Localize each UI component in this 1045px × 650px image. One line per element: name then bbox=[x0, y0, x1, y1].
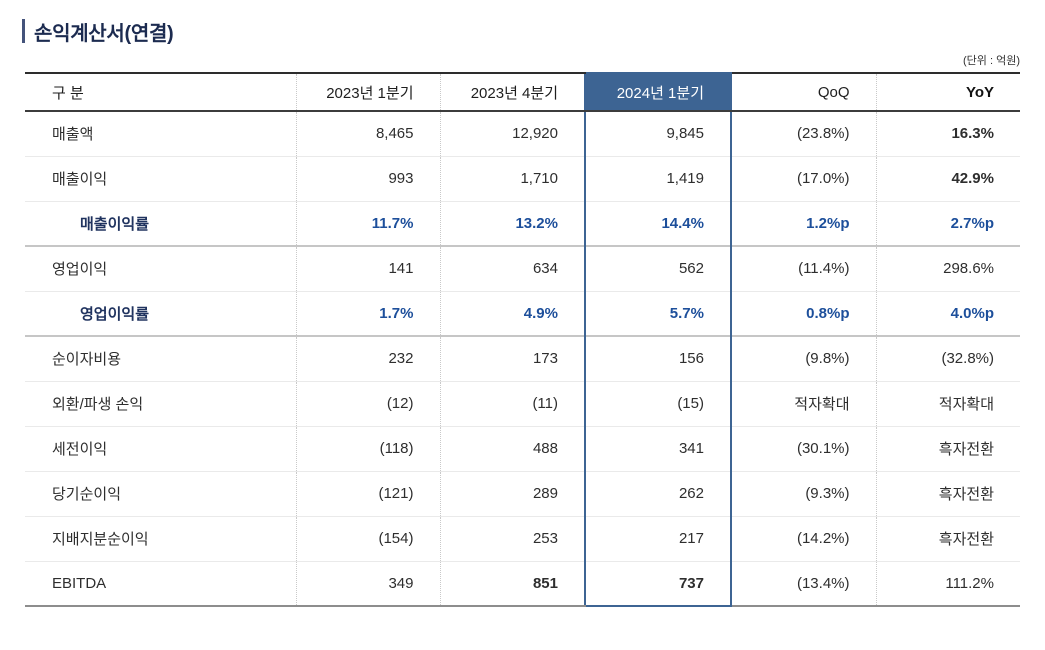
table-row-gross-margin: 매출이익률 11.7% 13.2% 14.4% 1.2%p 2.7%p bbox=[25, 200, 1020, 246]
table-row-controlling-interest-net-income: 지배지분순이익 (154) 253 217 (14.2%) 흑자전환 bbox=[25, 515, 1020, 561]
cell-2023q4: 1,710 bbox=[439, 155, 585, 201]
row-label: 매출이익 bbox=[25, 155, 296, 201]
row-label: 순이자비용 bbox=[25, 335, 296, 381]
cell-2024q1: 217 bbox=[584, 515, 732, 561]
table-header-row: 구 분 2023년 1분기 2023년 4분기 2024년 1분기 QoQ Yo… bbox=[25, 72, 1020, 112]
table-row-operating-profit: 영업이익 141 634 562 (11.4%) 298.6% bbox=[25, 245, 1020, 291]
row-label: 영업이익률 bbox=[25, 290, 296, 336]
cell-yoy: 흑자전환 bbox=[875, 470, 1020, 516]
row-label: 영업이익 bbox=[25, 245, 296, 291]
cell-2023q4: 851 bbox=[439, 560, 585, 607]
row-label: 매출이익률 bbox=[25, 200, 296, 246]
cell-2023q4: 289 bbox=[439, 470, 585, 516]
cell-2024q1: 5.7% bbox=[584, 290, 732, 336]
cell-yoy: 298.6% bbox=[875, 245, 1020, 291]
cell-qoq: 적자확대 bbox=[731, 380, 876, 426]
cell-qoq: (17.0%) bbox=[731, 155, 876, 201]
income-statement-table: 구 분 2023년 1분기 2023년 4분기 2024년 1분기 QoQ Yo… bbox=[25, 72, 1020, 607]
column-header-qoq: QoQ bbox=[731, 72, 876, 112]
cell-2023q4: 12,920 bbox=[439, 111, 585, 156]
cell-2023q4: 488 bbox=[439, 425, 585, 471]
page-title-block: 손익계산서(연결) bbox=[22, 17, 1045, 45]
row-label: 외환/파생 손익 bbox=[25, 380, 296, 426]
cell-qoq: 0.8%p bbox=[731, 290, 876, 336]
cell-qoq: (13.4%) bbox=[731, 560, 876, 607]
cell-2024q1: 737 bbox=[584, 560, 732, 607]
cell-qoq: (11.4%) bbox=[731, 245, 876, 291]
table-row-fx-derivatives: 외환/파생 손익 (12) (11) (15) 적자확대 적자확대 bbox=[25, 380, 1020, 426]
cell-2023q1: 993 bbox=[295, 155, 440, 201]
column-header-yoy: YoY bbox=[875, 72, 1020, 112]
table-row-net-income: 당기순이익 (121) 289 262 (9.3%) 흑자전환 bbox=[25, 470, 1020, 516]
table-row-gross-profit: 매출이익 993 1,710 1,419 (17.0%) 42.9% bbox=[25, 155, 1020, 201]
cell-qoq: 1.2%p bbox=[731, 200, 876, 246]
cell-2023q4: 634 bbox=[439, 245, 585, 291]
cell-2024q1: 156 bbox=[584, 335, 732, 381]
table-row-net-interest-expense: 순이자비용 232 173 156 (9.8%) (32.8%) bbox=[25, 335, 1020, 381]
cell-yoy: 흑자전환 bbox=[875, 515, 1020, 561]
cell-qoq: (9.8%) bbox=[731, 335, 876, 381]
cell-qoq: (14.2%) bbox=[731, 515, 876, 561]
cell-2024q1: 1,419 bbox=[584, 155, 732, 201]
cell-2024q1: 262 bbox=[584, 470, 732, 516]
cell-2023q4: 173 bbox=[439, 335, 585, 381]
cell-2023q1: 141 bbox=[295, 245, 440, 291]
row-label: 당기순이익 bbox=[25, 470, 296, 516]
cell-2023q1: (12) bbox=[295, 380, 440, 426]
cell-2023q1: (121) bbox=[295, 470, 440, 516]
cell-2024q1: (15) bbox=[584, 380, 732, 426]
cell-2024q1: 562 bbox=[584, 245, 732, 291]
cell-yoy: 4.0%p bbox=[875, 290, 1020, 336]
row-label: 지배지분순이익 bbox=[25, 515, 296, 561]
cell-2023q1: (118) bbox=[295, 425, 440, 471]
cell-yoy: (32.8%) bbox=[875, 335, 1020, 381]
table-row-operating-margin: 영업이익률 1.7% 4.9% 5.7% 0.8%p 4.0%p bbox=[25, 290, 1020, 336]
cell-2024q1: 14.4% bbox=[584, 200, 732, 246]
cell-2023q1: (154) bbox=[295, 515, 440, 561]
column-header-2024q1-highlighted: 2024년 1분기 bbox=[584, 72, 732, 112]
column-header-2023q1: 2023년 1분기 bbox=[295, 72, 440, 112]
page-title: 손익계산서(연결) bbox=[34, 22, 174, 45]
cell-2023q1: 232 bbox=[295, 335, 440, 381]
row-label: EBITDA bbox=[25, 560, 296, 607]
cell-qoq: (23.8%) bbox=[796, 125, 850, 143]
title-accent-bar bbox=[22, 19, 25, 43]
column-header-category: 구 분 bbox=[25, 72, 296, 112]
table-row-ebitda: EBITDA 349 851 737 (13.4%) 111.2% bbox=[25, 560, 1020, 607]
cell-yoy: 2.7%p bbox=[875, 200, 1020, 246]
cell-yoy: 흑자전환 bbox=[875, 425, 1020, 471]
cell-yoy: 16.3% bbox=[875, 111, 1020, 156]
row-label: 세전이익 bbox=[25, 425, 296, 471]
cell-yoy: 42.9% bbox=[875, 155, 1020, 201]
cell-qoq: (30.1%) bbox=[731, 425, 876, 471]
cell-2023q4: (11) bbox=[439, 380, 585, 426]
cell-2023q4: 253 bbox=[439, 515, 585, 561]
table-row-revenue: 매출액 8,465 12,920 9,845 (23.8%) 16.3% bbox=[25, 111, 1020, 156]
cell-yoy: 111.2% bbox=[875, 560, 1020, 607]
cell-2023q1: 11.7% bbox=[295, 200, 440, 246]
cell-2023q4: 13.2% bbox=[439, 200, 585, 246]
cell-qoq: (9.3%) bbox=[731, 470, 876, 516]
cell-2023q1: 349 bbox=[295, 560, 440, 607]
row-label: 매출액 bbox=[52, 126, 94, 144]
unit-note: (단위 : 억원) bbox=[963, 55, 1020, 67]
cell-2023q4: 4.9% bbox=[439, 290, 585, 336]
cell-2024q1: 9,845 bbox=[584, 111, 732, 156]
cell-2023q1: 8,465 bbox=[295, 111, 440, 156]
column-header-2023q4: 2023년 4분기 bbox=[439, 72, 585, 112]
table-row-pretax-profit: 세전이익 (118) 488 341 (30.1%) 흑자전환 bbox=[25, 425, 1020, 471]
cell-yoy: 적자확대 bbox=[875, 380, 1020, 426]
cell-2024q1: 341 bbox=[584, 425, 732, 471]
cell-2023q1: 1.7% bbox=[295, 290, 440, 336]
